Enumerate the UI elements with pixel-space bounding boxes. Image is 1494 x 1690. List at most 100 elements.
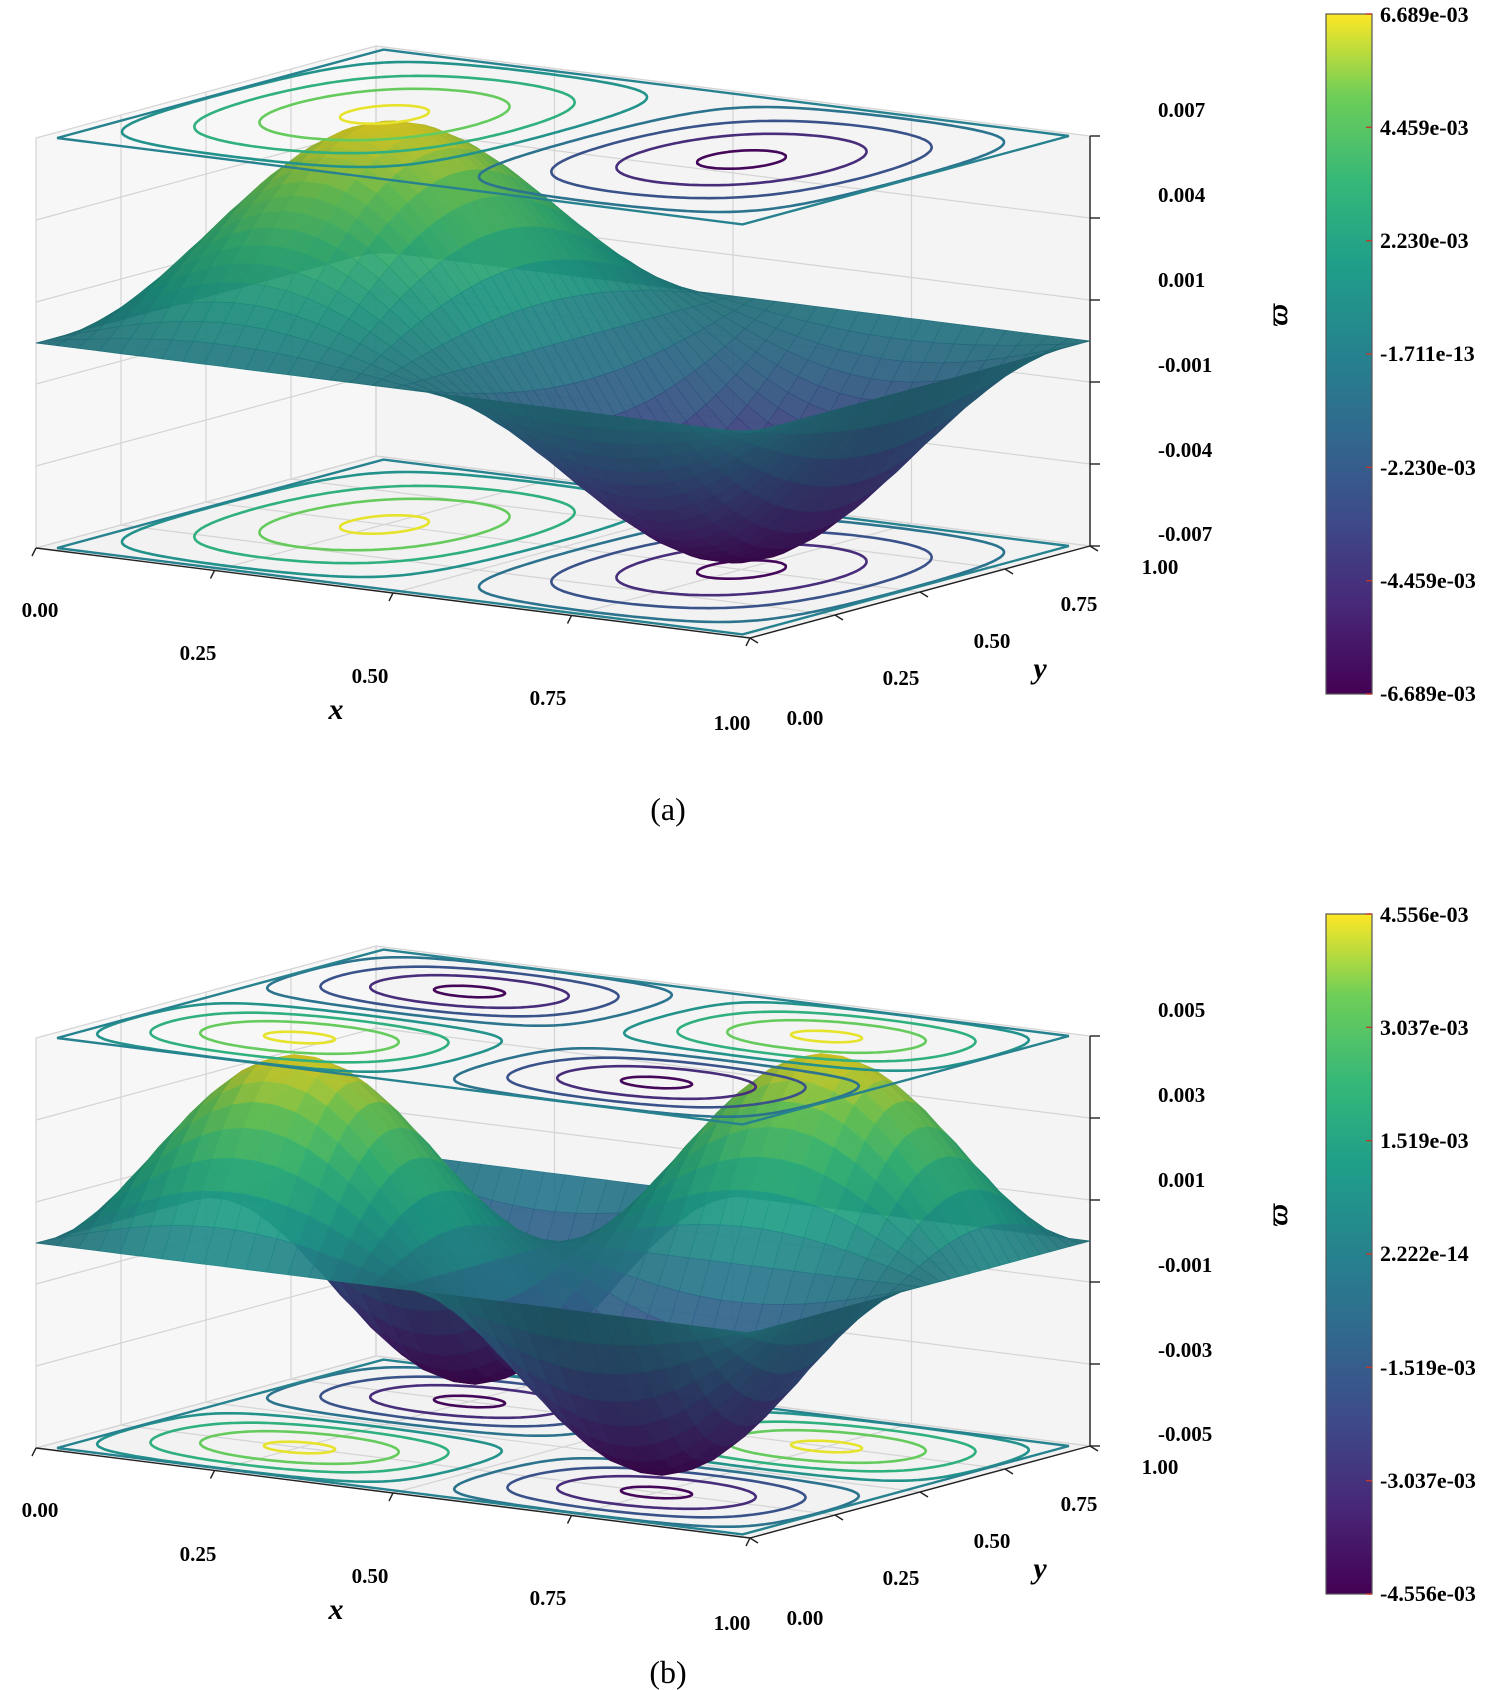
panel-a-colorbar-label: 6.689e-03 [1380,2,1469,27]
panel-a-colorbar-label: 2.230e-03 [1380,228,1469,253]
y-tick-mark [1089,545,1099,552]
y-tick-mark [749,1537,759,1544]
panel-b-x-tick: 0.00 [22,1498,59,1522]
grid-line [205,501,921,593]
panel-b-y-tick: 0.25 [883,1566,920,1590]
panel-a-bottom-contours [56,458,1070,636]
panel-b-colorbar-label: 1.519e-03 [1380,1128,1469,1153]
panel-b-colorbar-label: 4.556e-03 [1380,902,1469,927]
panel-b-y-tick: 1.00 [1142,1455,1179,1479]
y-tick-mark [834,1514,844,1521]
contour-line-top [368,973,758,1101]
contour-line-top [695,149,788,170]
panel-a-colorbar-label: -1.711e-13 [1380,341,1475,366]
panel-a-z-tick: -0.007 [1158,522,1212,546]
panel-a-x-tick: 1.00 [714,711,751,735]
y-tick-mark [1004,1468,1014,1475]
panel-a-y-tick: 0.50 [974,629,1011,653]
contour-line-bottom [262,1439,864,1455]
panel-a-colorbar-label: 4.459e-03 [1380,115,1469,140]
panel-b-z-tick: -0.005 [1158,1422,1212,1446]
contour-line-bottom [193,484,576,565]
panel-a-z-label: ϖ [1261,302,1294,326]
panel-a-z-tick: 0.004 [1158,183,1206,207]
panel-a-x-tick: 0.00 [22,598,59,622]
panel-b-caption: (b) [649,1654,686,1690]
panel-a-x-ticks: 0.00 0.25 0.50 0.75 1.00 [22,598,751,735]
panel-b-z-tick: 0.001 [1158,1168,1205,1192]
panel-a-x-label: x [328,693,344,726]
panel-a-surface [35,120,1091,564]
panel-b-x-tick: 0.75 [530,1586,567,1610]
panel-a-colorbar-label: -2.230e-03 [1380,455,1476,480]
panel-b-z-label: ϖ [1261,1202,1294,1226]
contour-line-top-frame [56,948,1070,1126]
contour-line-top [262,1029,864,1045]
panel-b-x-tick: 0.25 [180,1542,217,1566]
contour-line-bottom-frame [56,1358,1070,1536]
panel-b-x-label: x [328,1593,344,1626]
panel-b-colorbar-label: -3.037e-03 [1380,1468,1476,1493]
x-tick-mark [745,1537,751,1547]
contour-line-bottom [338,514,431,535]
contour-line-top [550,119,933,200]
panel-a-x-tick: 0.75 [530,686,567,710]
x-tick-mark [31,1447,37,1457]
panel-b-z-tick: -0.003 [1158,1338,1212,1362]
panel-b-z-tick: 0.003 [1158,1083,1205,1107]
x-tick-mark [31,547,37,557]
panel-a-z-ticks: -0.007 -0.004 -0.001 0.001 0.004 0.007 [1158,98,1213,546]
panel-a-x-tick: 0.25 [180,641,217,665]
panel-b-y-tick: 0.00 [787,1606,824,1630]
grid-line [35,945,1091,1039]
y-tick-mark [1004,568,1014,575]
panel-a-colorbar-label: -4.459e-03 [1380,568,1476,593]
contour-line-top [149,1010,977,1064]
panel-a: 0.00 0.25 0.50 0.75 1.00 x 0.00 0.25 0.5… [22,2,1476,827]
panel-b-colorbar-gradient [1325,913,1373,1595]
panel-a-y-ticks: 0.00 0.25 0.50 0.75 1.00 [787,555,1179,730]
panel-a-z-tick: 0.007 [1158,98,1205,122]
contour-line-top [319,965,807,1109]
panel-b-colorbar-label: 3.037e-03 [1380,1015,1469,1040]
surface-facet [728,1329,761,1335]
grid-line [35,45,1091,139]
panel-b-colorbar-label: 2.222e-14 [1380,1241,1469,1266]
panel-b-z-tick: -0.001 [1158,1253,1212,1277]
panel-b-x-tick: 0.50 [352,1564,389,1588]
surface-facet [728,429,761,434]
contour-line-top [432,984,694,1090]
contour-line-top [265,956,861,1118]
panel-b-top-contours [56,948,1070,1126]
panel-a-colorbar-label: -6.689e-03 [1380,681,1476,706]
grid-line [571,1422,912,1517]
y-tick-mark [919,1491,929,1498]
panel-b-y-label: y [1030,1552,1047,1585]
panel-a-top-contours [56,48,1070,226]
panel-a-z-tick: -0.001 [1158,353,1212,377]
panel-b-y-tick: 0.75 [1061,1492,1098,1516]
panel-b-x-ticks: 0.00 0.25 0.50 0.75 1.00 [22,1498,751,1635]
contour-line-bottom [432,1394,694,1500]
panel-a-z-tick: 0.001 [1158,268,1205,292]
y-tick-mark [919,591,929,598]
panel-a-x-tick: 0.50 [352,664,389,688]
x-tick-mark [209,570,216,579]
x-tick-mark [388,1492,394,1502]
y-tick-mark [834,614,844,621]
x-tick-mark [745,637,751,647]
x-tick-mark [566,1515,573,1524]
x-tick-mark [566,615,573,624]
contour-line-top-frame [56,48,1070,226]
panel-a-y-tick: 0.75 [1061,592,1098,616]
panel-a-colorbar-ticks [1366,13,1372,695]
panel-b-y-tick: 0.50 [974,1529,1011,1553]
panel-b-z-ticks: -0.005 -0.003 -0.001 0.001 0.003 0.005 [1158,998,1212,1446]
panel-b: 0.00 0.25 0.50 0.75 1.00 x 0.00 0.25 0.5… [22,902,1476,1690]
x-tick-mark [209,1470,216,1479]
panel-b-colorbar-ticks [1366,913,1372,1595]
contour-line-top [258,87,511,142]
panel-b-y-ticks: 0.00 0.25 0.50 0.75 1.00 [787,1455,1179,1630]
panel-b-colorbar: 4.556e-03 3.037e-03 1.519e-03 2.222e-14 … [1325,902,1476,1606]
